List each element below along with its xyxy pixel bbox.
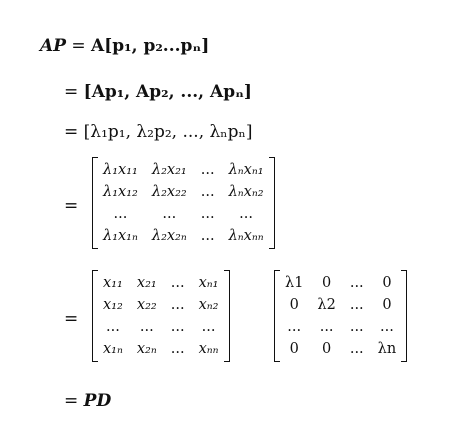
equation-line-2: = [Ap₁, Ap₂, ..., Apₙ]	[64, 84, 252, 101]
right-bracket	[223, 270, 230, 362]
matrix-row: ............	[96, 203, 271, 225]
equals-sign: =	[71, 36, 86, 56]
matrix-row: λ₁x₁ₙ λ₂x₂ₙ... λₙxₙₙ	[96, 225, 271, 247]
equals-line-5: =	[64, 311, 78, 328]
matrix-row: ............	[278, 316, 403, 338]
matrix-cell: x₂₁	[136, 275, 157, 291]
equation-line-6: = PD	[64, 393, 111, 410]
matrix-row: ............	[96, 316, 226, 338]
matrix-cell: ...	[200, 228, 215, 244]
matrix-row: λ₁x₁₁ λ₂x₂₁... λₙxₙ₁	[96, 159, 271, 181]
equals-sign: =	[64, 122, 79, 142]
matrix-cell: x₁₂	[103, 297, 123, 313]
eigenvector-matrix-p: x₁₁ x₂₁... xₙ₁ x₁₂ x₂₂... xₙ₂............ x₁ₙ x…	[92, 270, 230, 362]
matrix-cell: ...	[349, 319, 364, 335]
matrix-cell: ...	[239, 206, 253, 222]
matrix-cell: ...	[139, 319, 154, 335]
matrix-cell: 0	[289, 297, 299, 313]
matrix-cell: ...	[349, 341, 364, 357]
matrix-cell: λ2	[317, 297, 336, 313]
matrix-cell: λ₂x₂ₙ	[151, 228, 187, 244]
matrix-cell: λ₂x₂₂	[151, 184, 187, 200]
matrix-cell: λ₁x₁ₙ	[103, 228, 138, 244]
rhs-line-2: [Ap₁, Ap₂, ..., Apₙ]	[83, 82, 252, 102]
matrix-cell: xₙ₁	[198, 275, 219, 291]
matrix-cell: 0	[289, 341, 299, 357]
matrix-cell: λₙxₙ₂	[228, 184, 264, 200]
left-bracket	[274, 270, 280, 362]
matrix-cell: ...	[200, 206, 215, 222]
matrix-row: x₁₂ x₂₂... xₙ₂	[96, 294, 226, 316]
left-bracket	[92, 157, 98, 249]
matrix-cell: ...	[170, 319, 185, 335]
matrix-cell: ...	[200, 162, 215, 178]
matrix-cell: ...	[162, 206, 177, 222]
matrix-row: λ₁x₁₂ λ₂x₂₂... λₙxₙ₂	[96, 181, 271, 203]
matrix-cell: ...	[113, 206, 128, 222]
equation-line-3: = [λ₁p₁, λ₂p₂, ..., λₙpₙ]	[64, 124, 253, 141]
equals-line-4: =	[64, 198, 78, 215]
matrix-cell: λ₂x₂₁	[151, 162, 187, 178]
eigenvalue-matrix-d: λ1 0... 0 0 λ2... 0............ 0 0... λn	[274, 270, 408, 362]
matrix-cell: λ1	[285, 275, 304, 291]
matrix-row: x₁₁ x₂₁... xₙ₁	[96, 272, 226, 294]
lambda-x-matrix: λ₁x₁₁ λ₂x₂₁... λₙxₙ₁ λ₁x₁₂ λ₂x₂₂... λₙxₙ₂....…	[92, 157, 275, 249]
matrix-row: λ1 0... 0	[278, 272, 403, 294]
matrix-cell: 0	[382, 275, 392, 291]
matrix-cell: x₁₁	[103, 275, 123, 291]
rhs-line-3: [λ₁p₁, λ₂p₂, ..., λₙpₙ]	[83, 122, 253, 142]
equation-line-1: AP = A[p₁, p₂...pₙ]	[40, 38, 209, 55]
matrix-cell: λ₁x₁₂	[103, 184, 138, 200]
matrix-cell: ...	[170, 341, 185, 357]
equals-sign: =	[64, 391, 79, 411]
matrix-cell: ...	[170, 297, 185, 313]
matrix-cell: ...	[170, 275, 185, 291]
matrix-cell: λₙxₙ₁	[228, 162, 264, 178]
matrix-cell: xₙₙ	[198, 341, 219, 357]
lhs-ap: AP	[40, 36, 66, 56]
rhs-line-1: A[p₁, p₂...pₙ]	[91, 36, 210, 56]
matrix-cell: 0	[382, 297, 392, 313]
matrix-cell: ...	[201, 319, 216, 335]
matrix-cell: λ₁x₁₁	[103, 162, 138, 178]
matrix-cell: x₁ₙ	[103, 341, 123, 357]
matrix-cell: ...	[200, 184, 215, 200]
matrix-cell: x₂ₙ	[136, 341, 157, 357]
matrix-cell: ...	[319, 319, 334, 335]
equals-sign: =	[64, 82, 79, 102]
matrix-row: x₁ₙ x₂ₙ... xₙₙ	[96, 338, 226, 360]
matrix-cell: ...	[349, 297, 364, 313]
right-bracket	[401, 270, 408, 362]
right-bracket	[268, 157, 275, 249]
matrix-cell: λₙxₙₙ	[228, 228, 264, 244]
matrix-cell: 0	[322, 341, 332, 357]
matrix-row: 0 λ2... 0	[278, 294, 403, 316]
equals-sign: =	[64, 196, 79, 216]
matrix-row: 0 0... λn	[278, 338, 403, 360]
matrix-cell: ...	[106, 319, 120, 335]
left-bracket	[92, 270, 98, 362]
matrix-cell: λn	[377, 341, 397, 357]
matrix-cell: ...	[287, 319, 302, 335]
matrix-cell: ...	[380, 319, 394, 335]
equals-sign: =	[64, 309, 79, 329]
matrix-cell: xₙ₂	[198, 297, 219, 313]
matrix-cell: 0	[322, 275, 332, 291]
matrix-cell: ...	[349, 275, 364, 291]
matrix-cell: x₂₂	[136, 297, 157, 313]
rhs-pd: PD	[83, 391, 112, 411]
